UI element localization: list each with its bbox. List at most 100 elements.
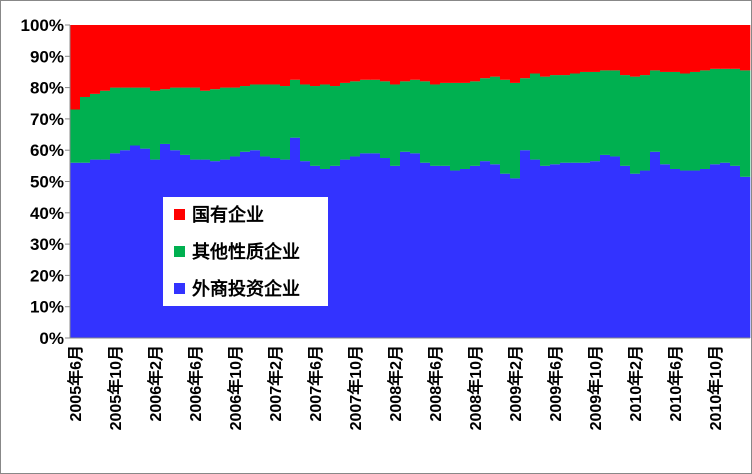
bar-segment [730,25,741,69]
bar-segment [480,78,491,162]
y-tick-label: 80% [30,79,64,98]
bar-segment [170,25,181,88]
bar-segment [560,25,571,76]
bar-segment [460,25,471,83]
bar-segment [580,162,591,338]
y-tick-label: 10% [30,298,64,317]
bar-segment [370,153,381,338]
bar-segment [90,159,101,338]
legend-label: 其他性质企业 [192,241,300,262]
bar-segment [200,25,211,91]
bar-segment [490,76,501,165]
y-tick-label: 40% [30,204,64,223]
bar-segment [670,25,681,72]
y-tick-label: 100% [21,16,64,35]
bar-segment [240,86,251,152]
bar-segment [320,25,331,85]
bar-segment [500,173,511,338]
bar-segment [420,162,431,338]
bar-segment [190,87,201,160]
bar-segment [100,25,111,91]
legend-label: 外商投资企业 [192,278,300,299]
bar-segment [100,159,111,338]
bar-segment [710,25,721,69]
bar-segment [570,25,581,74]
bar-segment [80,162,91,338]
bar-segment [450,82,461,171]
legend-label: 国有企业 [192,204,264,225]
x-tick-label: 2009年2月 [506,345,525,422]
x-tick-label: 2006年10月 [226,345,245,430]
x-tick-label: 2010年2月 [626,345,645,422]
bar-segment [100,90,111,160]
x-tick-label: 2008年6月 [426,345,445,422]
bar-segment [520,150,531,338]
bar-segment [620,75,631,166]
bar-segment [610,156,621,338]
y-tick-label: 90% [30,47,64,66]
bar-segment [650,25,661,71]
bar-segment [460,82,471,169]
bar-segment [110,153,121,338]
bar-segment [370,79,381,154]
bar-segment [690,71,701,171]
bar-segment [520,78,531,151]
bar-segment [150,159,161,338]
bar-segment [270,84,281,159]
bar-segment [510,178,521,338]
bar-segment [380,81,391,159]
bar-segment [700,70,711,169]
bar-segment [390,84,401,166]
bar-segment [530,25,541,74]
bar-segment [560,75,571,163]
bar-segment [70,109,81,163]
bar-segment [410,25,421,80]
bar-segment [90,25,101,94]
y-tick-label: 70% [30,110,64,129]
y-tick-label: 60% [30,141,64,160]
bar-segment [80,96,91,163]
bar-segment [630,76,641,174]
x-tick-label: 2008年10月 [466,345,485,430]
bar-segment [640,75,651,171]
bar-segment [310,86,321,166]
x-tick-label: 2007年2月 [266,345,285,422]
bar-segment [520,25,531,79]
x-tick-label: 2006年2月 [146,345,165,422]
legend-swatch [174,283,185,294]
bar-segment [420,25,431,82]
bar-segment [570,73,581,163]
bar-segment [350,25,361,82]
bar-segment [450,25,461,83]
y-tick-label: 20% [30,266,64,285]
bar-segment [300,25,311,85]
bar-segment [390,25,401,85]
x-tick-label: 2006年6月 [186,345,205,422]
bar-segment [150,25,161,91]
bar-segment [630,25,641,77]
legend-box [163,197,328,306]
bar-segment [530,73,541,160]
bar-segment [330,25,341,87]
bar-segment [490,25,501,77]
bar-segment [270,25,281,85]
bar-segment [610,25,621,71]
bar-segment [190,25,201,88]
bar-segment [660,71,671,165]
bar-segment [400,25,411,82]
bar-segment [700,168,711,338]
bar-segment [430,84,441,166]
bar-segment [440,82,451,166]
bar-segment [730,165,741,338]
bar-segment [630,173,641,338]
bar-segment [330,86,341,166]
bar-segment [360,25,371,80]
bar-segment [150,90,161,160]
bar-segment [480,161,491,338]
bar-segment [680,73,691,171]
bar-segment [380,25,391,82]
bar-segment [210,89,221,162]
bar-segment [550,164,561,338]
